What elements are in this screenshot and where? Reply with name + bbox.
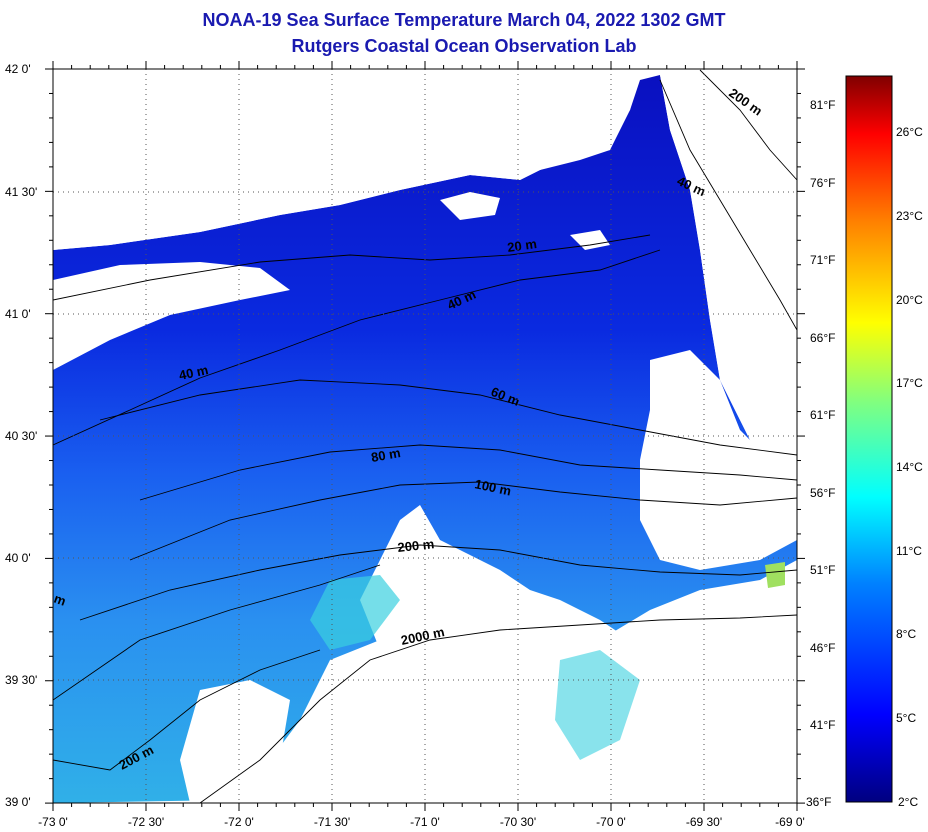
fahrenheit-label: 36°F xyxy=(806,795,831,809)
contour-label: 100 m xyxy=(473,476,512,498)
colorbar: 26°C 23°C 20°C 17°C 14°C 11°C 8°C 5°C 2°… xyxy=(845,75,923,809)
lon-label: -72 30' xyxy=(128,815,164,829)
lat-label: 42 0' xyxy=(5,62,31,76)
lon-label: -71 0' xyxy=(410,815,440,829)
lon-label: -72 0' xyxy=(224,815,254,829)
lon-label: -73 0' xyxy=(38,815,68,829)
celsius-label: 2°C xyxy=(898,795,918,809)
celsius-label: 14°C xyxy=(896,460,923,474)
latitude-axis: 42 0' 41 30' 41 0' 40 30' 40 0' 39 30' 3… xyxy=(5,62,37,809)
lat-label: 40 0' xyxy=(5,551,31,565)
fahrenheit-label: 51°F xyxy=(810,563,835,577)
lat-label: 40 30' xyxy=(5,429,37,443)
land-mass xyxy=(53,69,640,250)
celsius-label: 23°C xyxy=(896,209,923,223)
bathymetry-contours xyxy=(53,69,797,803)
map-subtitle: Rutgers Coastal Ocean Observation Lab xyxy=(291,36,637,56)
celsius-label: 5°C xyxy=(896,711,916,725)
celsius-label: 8°C xyxy=(896,627,916,641)
fahrenheit-label: 46°F xyxy=(810,641,835,655)
fahrenheit-label: 56°F xyxy=(810,486,835,500)
lat-label: 39 30' xyxy=(5,673,37,687)
fahrenheit-label: 66°F xyxy=(810,331,835,345)
contour-label: 40 m xyxy=(178,362,210,383)
colorbar-gradient xyxy=(845,75,893,803)
fahrenheit-label: 71°F xyxy=(810,253,835,267)
celsius-label: 17°C xyxy=(896,376,923,390)
longitude-axis: -73 0' -72 30' -72 0' -71 30' -71 0' -70… xyxy=(38,815,805,829)
fahrenheit-scale: 81°F 76°F 71°F 66°F 61°F 56°F 51°F 46°F … xyxy=(806,98,835,809)
celsius-label: 11°C xyxy=(896,544,922,558)
fahrenheit-label: 76°F xyxy=(810,176,835,190)
fahrenheit-label: 81°F xyxy=(810,98,835,112)
lon-label: -71 30' xyxy=(314,815,350,829)
fahrenheit-label: 61°F xyxy=(810,408,835,422)
celsius-label: 26°C xyxy=(896,125,923,139)
contour-label: m xyxy=(52,591,68,609)
lat-label: 39 0' xyxy=(5,795,31,809)
contour-label: 200 m xyxy=(397,536,435,555)
lon-label: -70 0' xyxy=(596,815,626,829)
map-title: NOAA-19 Sea Surface Temperature March 04… xyxy=(202,10,726,30)
lat-label: 41 0' xyxy=(5,307,31,321)
fahrenheit-label: 41°F xyxy=(810,718,835,732)
contour-label: 80 m xyxy=(370,445,402,465)
lat-label: 41 30' xyxy=(5,185,37,199)
map-area: 200 m 40 m 20 m 40 m 40 m 60 m 80 m 100 … xyxy=(52,69,797,803)
graticule xyxy=(53,69,797,803)
contour-label: 20 m xyxy=(506,236,537,255)
lon-label: -69 0' xyxy=(775,815,805,829)
lon-label: -70 30' xyxy=(500,815,536,829)
lon-label: -69 30' xyxy=(686,815,722,829)
celsius-label: 20°C xyxy=(896,293,923,307)
